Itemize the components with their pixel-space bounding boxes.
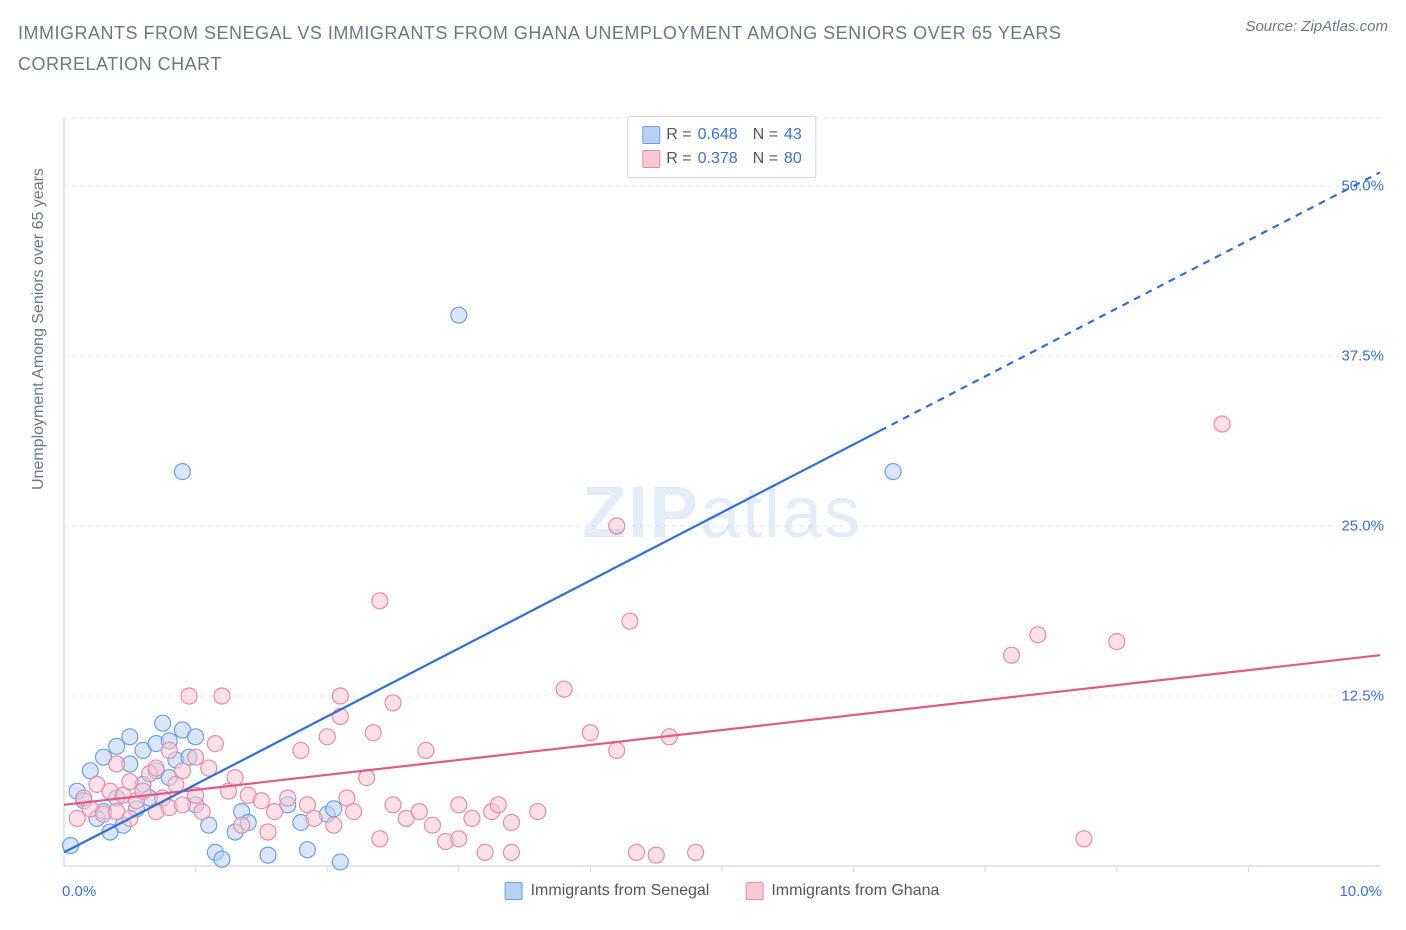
- scatter-chart: [62, 112, 1382, 872]
- n-value-senegal: 43: [784, 123, 802, 147]
- legend-item-ghana: Immigrants from Ghana: [745, 882, 939, 900]
- n-value-ghana: 80: [784, 147, 802, 171]
- header-row: IMMIGRANTS FROM SENEGAL VS IMMIGRANTS FR…: [18, 18, 1388, 79]
- correlation-legend: R = 0.648 N = 43 R = 0.378 N = 80: [627, 116, 816, 178]
- swatch-ghana-bottom: [745, 882, 763, 900]
- legend-label: Immigrants from Senegal: [531, 882, 710, 900]
- legend-row-ghana: R = 0.378 N = 80: [642, 147, 801, 171]
- y-tick-label: 12.5%: [1341, 688, 1384, 705]
- x-tick-label: 10.0%: [1339, 883, 1382, 900]
- legend-label: Immigrants from Ghana: [771, 882, 939, 900]
- y-axis-label: Unemployment Among Seniors over 65 years: [30, 168, 48, 490]
- y-tick-label: 37.5%: [1341, 348, 1384, 365]
- swatch-senegal-bottom: [505, 882, 523, 900]
- plot-area: ZIPatlas R = 0.648 N = 43 R = 0.378 N = …: [62, 112, 1382, 872]
- swatch-ghana: [642, 150, 660, 168]
- x-tick-label: 0.0%: [62, 883, 96, 900]
- r-value-ghana: 0.378: [698, 147, 738, 171]
- legend-item-senegal: Immigrants from Senegal: [505, 882, 710, 900]
- source-label: Source: ZipAtlas.com: [1245, 18, 1388, 35]
- y-tick-label: 50.0%: [1341, 178, 1384, 195]
- legend-row-senegal: R = 0.648 N = 43: [642, 123, 801, 147]
- y-tick-label: 25.0%: [1341, 518, 1384, 535]
- r-value-senegal: 0.648: [698, 123, 738, 147]
- series-legend: Immigrants from Senegal Immigrants from …: [505, 882, 940, 900]
- swatch-senegal: [642, 126, 660, 144]
- chart-title: IMMIGRANTS FROM SENEGAL VS IMMIGRANTS FR…: [18, 18, 1168, 79]
